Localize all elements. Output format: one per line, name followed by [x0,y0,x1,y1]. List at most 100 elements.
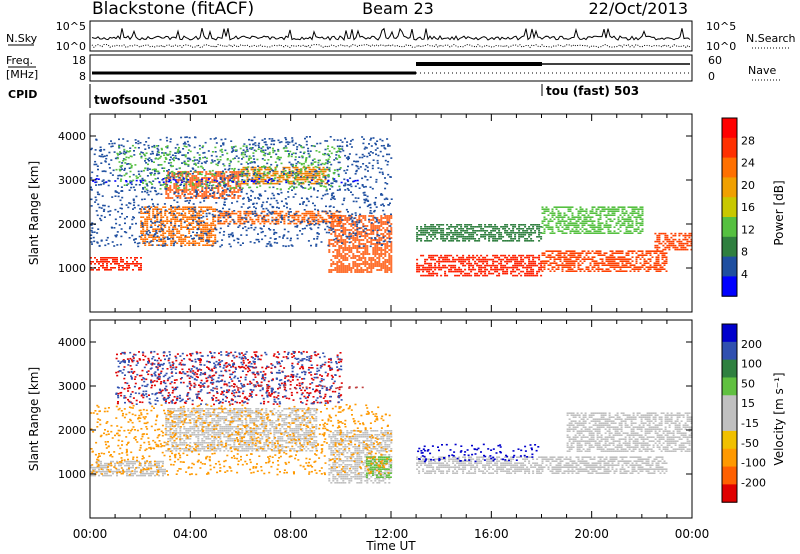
power-cell [169,140,172,143]
power-cell [579,264,582,266]
power-cell [255,202,258,205]
power-cell [498,230,501,232]
power-cell [662,240,665,243]
power-cell [210,234,213,236]
power-cell [370,257,373,259]
power-cell [106,269,108,271]
power-cell [225,218,228,221]
power-cell [589,230,592,232]
power-cell [236,200,239,203]
power-scatter [90,136,393,248]
power-cell [637,232,640,234]
power-cell [362,230,365,232]
power-cell [609,210,612,212]
power-cell [599,262,602,264]
power-cell [207,179,210,181]
power-cell [198,160,201,162]
power-cell [286,174,289,177]
power-cell [237,189,240,191]
power-cell [418,234,421,236]
power-cell [474,232,477,234]
power-cell [346,257,349,259]
power-cell [126,269,128,271]
power-cell [250,178,253,181]
power-cell [233,212,236,215]
power-cell [298,176,301,179]
power-cell [474,240,477,242]
power-cell [365,147,368,149]
power-cell [464,236,467,238]
power-cell [261,230,264,233]
power-cell [96,191,99,194]
power-cell [438,258,441,261]
power-cell [565,266,568,268]
power-cell [225,198,228,200]
power-cell [474,260,477,263]
power-cell [198,220,201,222]
power-cell [583,228,586,230]
power-cell [488,272,491,275]
power-cell [631,250,634,252]
power-cell [225,214,228,217]
power-cell [212,234,215,236]
power-cell [418,230,421,232]
power-cell [140,155,143,158]
power-cell [254,176,257,179]
power-cell [332,251,335,253]
power-cell [252,168,255,171]
power-cell [368,265,371,267]
power-cell [656,234,659,237]
power-cell [688,232,691,235]
power-cell [279,212,282,215]
power-cell [680,244,683,247]
power-cell [538,270,541,273]
power-cell [350,247,353,249]
power-cell [390,237,393,239]
power-cell [635,252,638,254]
power-cell [625,270,628,272]
power-cell [597,228,600,230]
power-cell [241,179,244,181]
power-cell [276,176,279,179]
power-cell [108,214,111,216]
power-cell [534,224,537,226]
power-cell [290,220,293,223]
power-cell [169,222,172,224]
power-cell [366,239,369,241]
power-cell [470,270,473,273]
power-cell [305,224,308,227]
power-cell [516,264,519,267]
power-cell [249,218,252,221]
power-cell [233,222,236,225]
power-cell [388,233,391,235]
power-cell [486,258,489,261]
power-cell [237,168,240,171]
power-cell [344,259,347,261]
power-cell [308,171,311,173]
power-cell [106,236,109,239]
power-cell [180,234,183,236]
power-cell [356,255,359,257]
power-cell [456,258,459,261]
power-cell [348,245,351,247]
power-cell [355,200,358,203]
power-cell [164,212,167,214]
power-cell [376,263,379,265]
power-cell [114,190,117,192]
power-cell [346,259,349,261]
power-cell [217,222,220,225]
power-cell [384,249,387,251]
power-cell [591,260,594,262]
power-cell [248,143,251,146]
power-cell [212,222,215,224]
power-cell [282,168,285,171]
power-cell [269,170,272,173]
power-cell [99,217,102,220]
power-cell [516,266,519,269]
power-cell [312,178,315,181]
power-cell [512,240,515,242]
power-cell [276,193,279,195]
power-cell [486,274,489,277]
power-cell [292,166,295,169]
power-cell [383,213,386,216]
